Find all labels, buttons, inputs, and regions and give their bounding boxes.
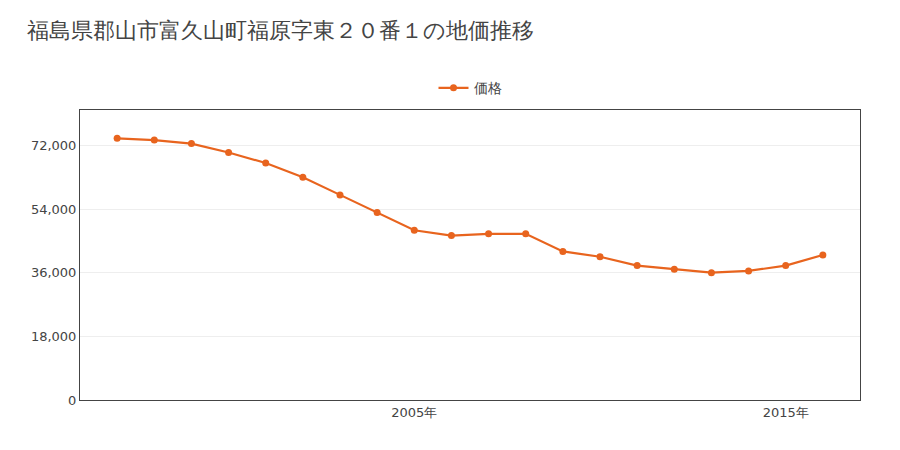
svg-text:54,000: 54,000 bbox=[31, 202, 77, 217]
svg-text:0: 0 bbox=[68, 393, 76, 408]
svg-text:36,000: 36,000 bbox=[31, 265, 77, 280]
svg-text:72,000: 72,000 bbox=[31, 138, 77, 153]
svg-text:2005年: 2005年 bbox=[391, 405, 437, 420]
svg-text:価格: 価格 bbox=[474, 80, 502, 96]
svg-text:2015年: 2015年 bbox=[763, 405, 809, 420]
svg-text:福島県郡山市富久山町福原字東２０番１の地価推移: 福島県郡山市富久山町福原字東２０番１の地価推移 bbox=[27, 18, 534, 43]
svg-text:18,000: 18,000 bbox=[31, 329, 77, 344]
